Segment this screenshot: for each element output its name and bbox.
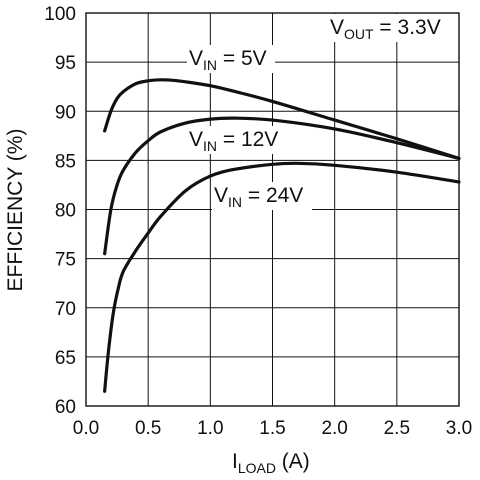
series-label-24v-main: V [214, 184, 228, 207]
x-tick-label: 2.0 [321, 418, 347, 439]
series-label-12v-main: V [189, 128, 203, 151]
annotation-vout: VOUT = 3.3V [330, 16, 441, 42]
annotation-sub: OUT [344, 26, 374, 42]
plot-frame [85, 12, 460, 407]
series-label-5v-sub: IN [203, 57, 217, 73]
series-label-24v-background [212, 182, 312, 210]
series-label-5v-background [187, 45, 275, 73]
y-tick-label: 80 [55, 201, 76, 222]
series-label-12v-sub: IN [203, 138, 217, 154]
x-tick-label: 1.0 [197, 418, 223, 439]
series-label-24v-rest: = 24V [242, 184, 303, 207]
x-tick-label: 0.5 [135, 418, 161, 439]
x-axis-label-sub: LOAD [238, 460, 276, 476]
y-tick-label: 85 [55, 151, 76, 172]
series-label-24v-sub: IN [228, 194, 242, 210]
series-label-24v: VIN = 24V [214, 184, 303, 210]
y-tick-label: 60 [55, 397, 76, 418]
series-label-12v-rest: = 12V [217, 128, 278, 151]
y-tick-label: 75 [55, 250, 76, 271]
x-tick-label: 1.5 [259, 418, 285, 439]
series-label-12v-background [187, 126, 287, 154]
x-axis-label-unit: (A) [276, 450, 310, 473]
series-label-12v: VIN = 12V [189, 128, 278, 154]
y-tick-label: 95 [55, 53, 76, 74]
x-tick-label: 3.0 [446, 418, 472, 439]
y-axis-label: EFFICIENCY (%) [4, 129, 27, 292]
y-tick-label: 70 [55, 299, 76, 320]
x-tick-label: 0.0 [73, 418, 99, 439]
series-label-5v-main: V [189, 47, 203, 70]
curves [103, 78, 461, 393]
curve-vin-12v [103, 116, 461, 256]
series-label-5v: VIN = 5V [189, 47, 267, 73]
y-tick-label: 100 [44, 4, 76, 25]
tick-labels: 0.0 0.5 1.0 1.5 2.0 2.5 3.0 60 65 70 75 80 85 90 95 100 [44, 4, 472, 439]
annotation-rest: = 3.3V [374, 16, 441, 39]
annotation-background [328, 14, 456, 42]
x-axis-label: ILOAD (A) [232, 450, 310, 476]
series-label-5v-rest: = 5V [217, 47, 267, 70]
curve-vin-5v [103, 78, 461, 161]
x-axis-label-main: I [232, 450, 238, 473]
annotation-main: V [330, 16, 344, 39]
y-tick-label: 90 [55, 102, 76, 123]
y-tick-label: 65 [55, 348, 76, 369]
curve-vin-24v [103, 161, 461, 393]
x-tick-label: 2.5 [384, 418, 410, 439]
